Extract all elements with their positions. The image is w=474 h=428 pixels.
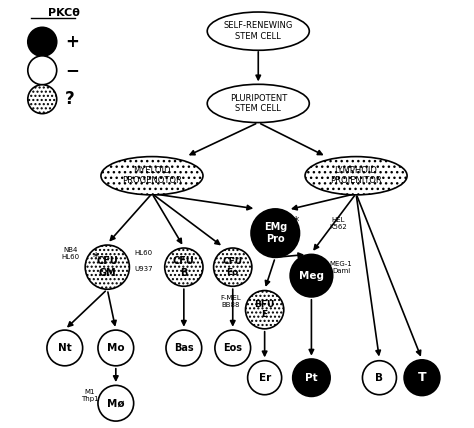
Ellipse shape: [305, 157, 407, 195]
Text: Nt: Nt: [58, 343, 72, 353]
Text: M1
Thp1: M1 Thp1: [81, 389, 99, 402]
Text: HEL
K562: HEL K562: [330, 217, 347, 230]
Circle shape: [28, 85, 57, 114]
Text: MEG-1
Dami: MEG-1 Dami: [330, 261, 353, 273]
Circle shape: [166, 330, 202, 366]
Text: CFU
Eo: CFU Eo: [223, 258, 243, 277]
Ellipse shape: [207, 12, 310, 50]
Text: *: *: [292, 215, 299, 228]
Ellipse shape: [207, 84, 310, 122]
Circle shape: [247, 361, 282, 395]
Text: CFU
B: CFU B: [173, 256, 195, 278]
Circle shape: [293, 359, 330, 396]
Text: Bas: Bas: [174, 343, 194, 353]
Text: Meg: Meg: [299, 270, 324, 281]
Circle shape: [164, 248, 203, 286]
Text: PLURIPOTENT
STEM CELL: PLURIPOTENT STEM CELL: [229, 94, 287, 113]
Circle shape: [251, 209, 300, 257]
Text: F-MEL
BB88: F-MEL BB88: [220, 294, 241, 308]
Circle shape: [28, 56, 57, 85]
Circle shape: [404, 360, 440, 395]
Text: *: *: [93, 251, 99, 264]
Text: U937: U937: [134, 266, 153, 272]
Text: EMg
Pro: EMg Pro: [264, 222, 287, 244]
Text: −: −: [65, 61, 79, 79]
Text: B: B: [375, 373, 383, 383]
Text: Mo: Mo: [107, 343, 125, 353]
Circle shape: [246, 291, 284, 329]
Text: PKCθ: PKCθ: [48, 8, 80, 18]
Text: Pt: Pt: [305, 373, 318, 383]
Text: MYELOID
PROGENOTOR: MYELOID PROGENOTOR: [122, 166, 182, 185]
Circle shape: [85, 245, 129, 289]
Circle shape: [28, 27, 57, 56]
Circle shape: [214, 248, 252, 286]
Text: SELF-RENEWING
STEM CELL: SELF-RENEWING STEM CELL: [224, 21, 293, 41]
Text: BFU
E: BFU E: [255, 300, 275, 319]
Circle shape: [47, 330, 82, 366]
Circle shape: [215, 330, 251, 366]
Text: ?: ?: [65, 90, 74, 108]
Circle shape: [98, 385, 134, 421]
Text: CFU
GM: CFU GM: [96, 256, 118, 278]
Text: T: T: [418, 371, 426, 384]
Text: +: +: [65, 33, 79, 51]
Text: Mø: Mø: [107, 398, 125, 408]
Circle shape: [290, 254, 333, 297]
Text: HL60: HL60: [134, 250, 152, 256]
Text: NB4
HL60: NB4 HL60: [62, 247, 80, 260]
Circle shape: [98, 330, 134, 366]
Text: LYMPHOID
PROJENITOR: LYMPHOID PROJENITOR: [330, 166, 382, 185]
Circle shape: [363, 361, 396, 395]
Text: Eos: Eos: [223, 343, 242, 353]
Ellipse shape: [101, 157, 203, 195]
Text: *: *: [295, 258, 302, 270]
Text: Er: Er: [258, 373, 271, 383]
